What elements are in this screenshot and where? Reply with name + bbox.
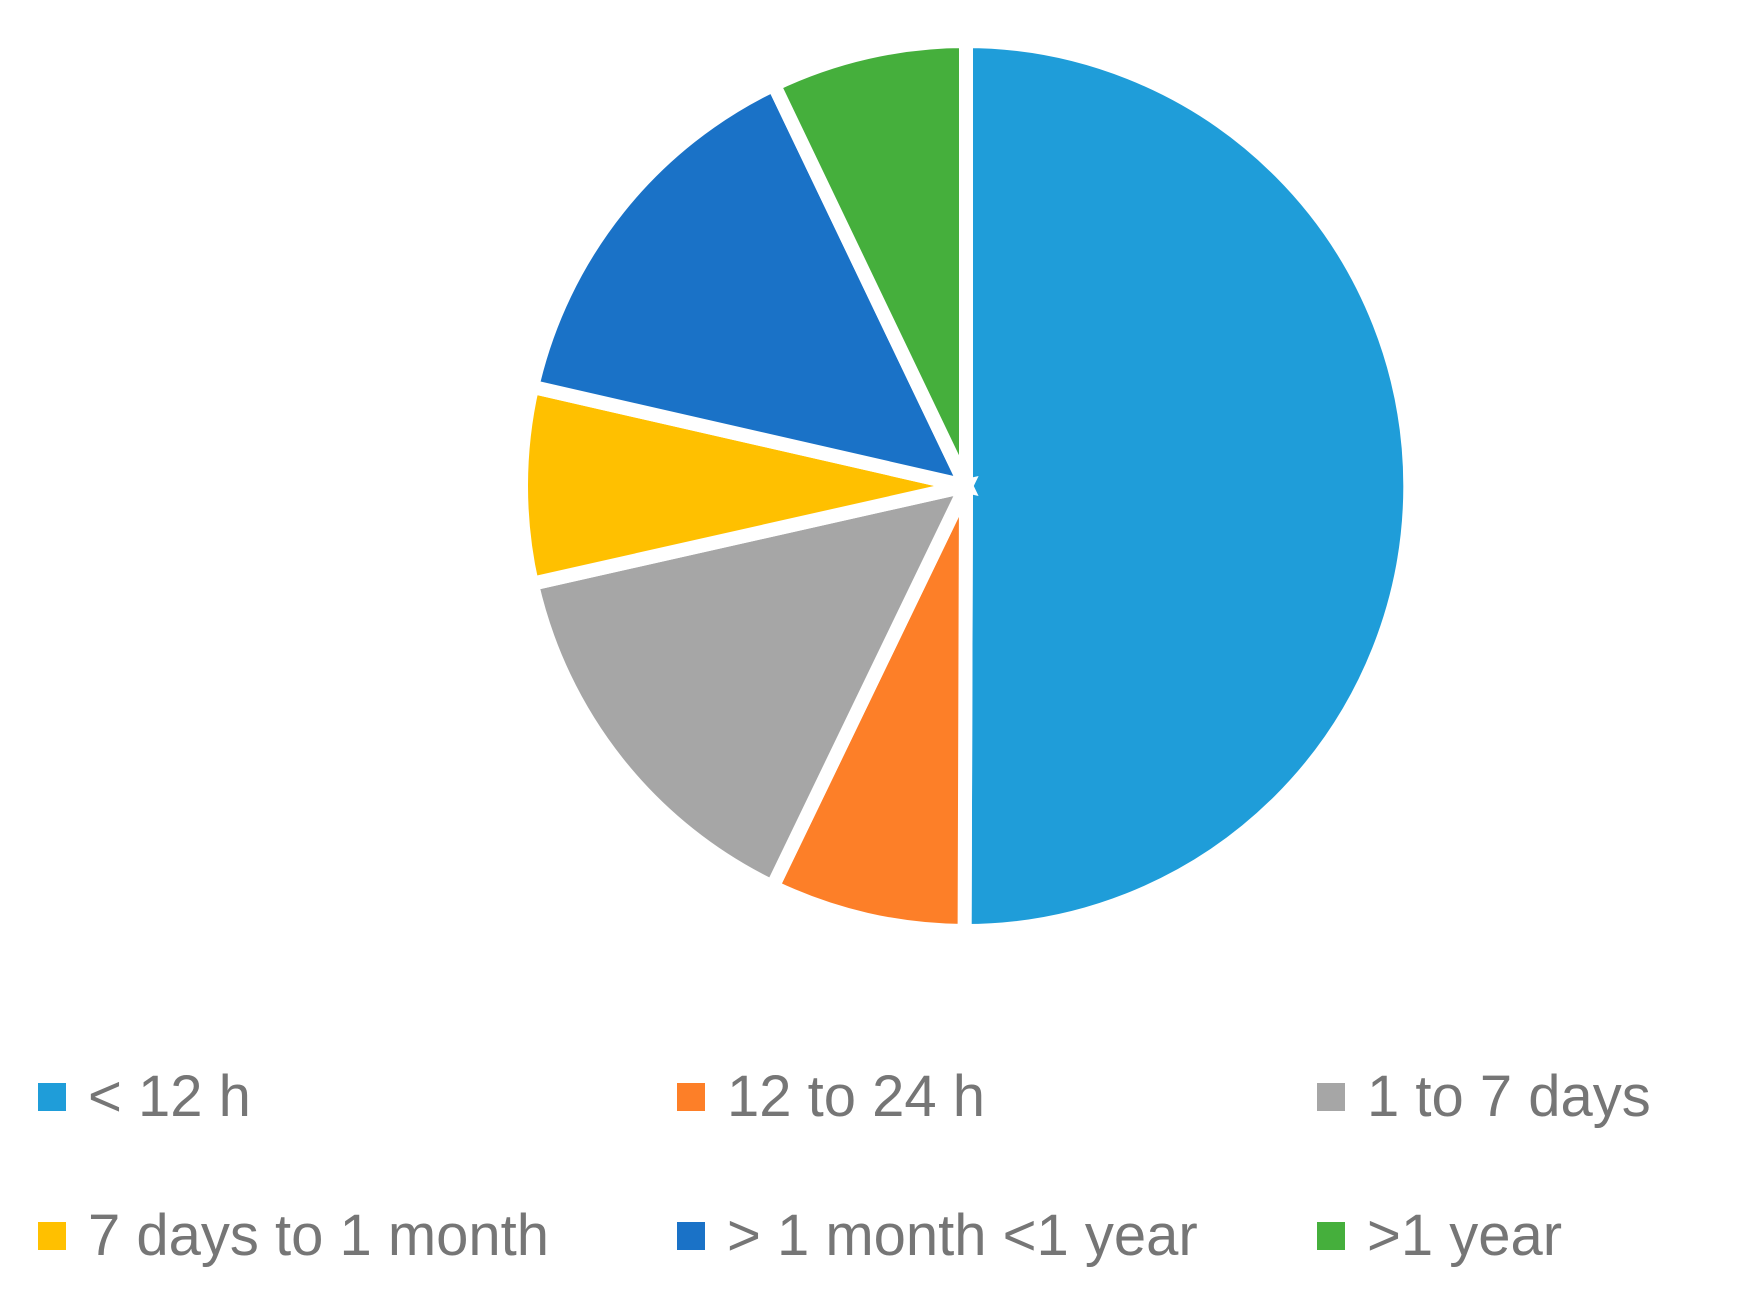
legend-swatch — [38, 1083, 66, 1111]
pie-slice-1-to-7-days — [523, 475, 979, 897]
pie-slice-over-1-year — [764, 33, 973, 490]
pie-slice-1-month-to-1-year — [523, 75, 979, 497]
legend-label: 7 days to 1 month — [88, 1203, 550, 1268]
legend-item-over-1-year: >1 year — [1317, 1196, 1562, 1276]
legend-item-1-month-to-1-year: > 1 month <1 year — [677, 1196, 1198, 1276]
pie-slices — [513, 33, 1418, 939]
legend-swatch — [677, 1083, 705, 1111]
legend-item-under-12h: < 12 h — [38, 1057, 251, 1137]
pie-slice-under-12h — [957, 33, 1418, 939]
legend-item-1-to-7-days: 1 to 7 days — [1317, 1057, 1651, 1137]
legend-label: < 12 h — [88, 1064, 251, 1129]
legend-item-12-to-24h: 12 to 24 h — [677, 1057, 985, 1137]
legend-label: >1 year — [1367, 1203, 1563, 1268]
legend-label: 12 to 24 h — [727, 1064, 985, 1129]
legend-item-7-days-to-1-month: 7 days to 1 month — [38, 1196, 549, 1276]
legend-swatch — [1317, 1222, 1345, 1250]
legend-swatch — [38, 1222, 66, 1250]
pie-slice-7-days-to-1-month — [513, 378, 968, 593]
legend-swatch — [677, 1222, 705, 1250]
legend-label: > 1 month <1 year — [727, 1203, 1198, 1268]
legend-label: 1 to 7 days — [1367, 1064, 1651, 1129]
legend-swatch — [1317, 1083, 1345, 1111]
